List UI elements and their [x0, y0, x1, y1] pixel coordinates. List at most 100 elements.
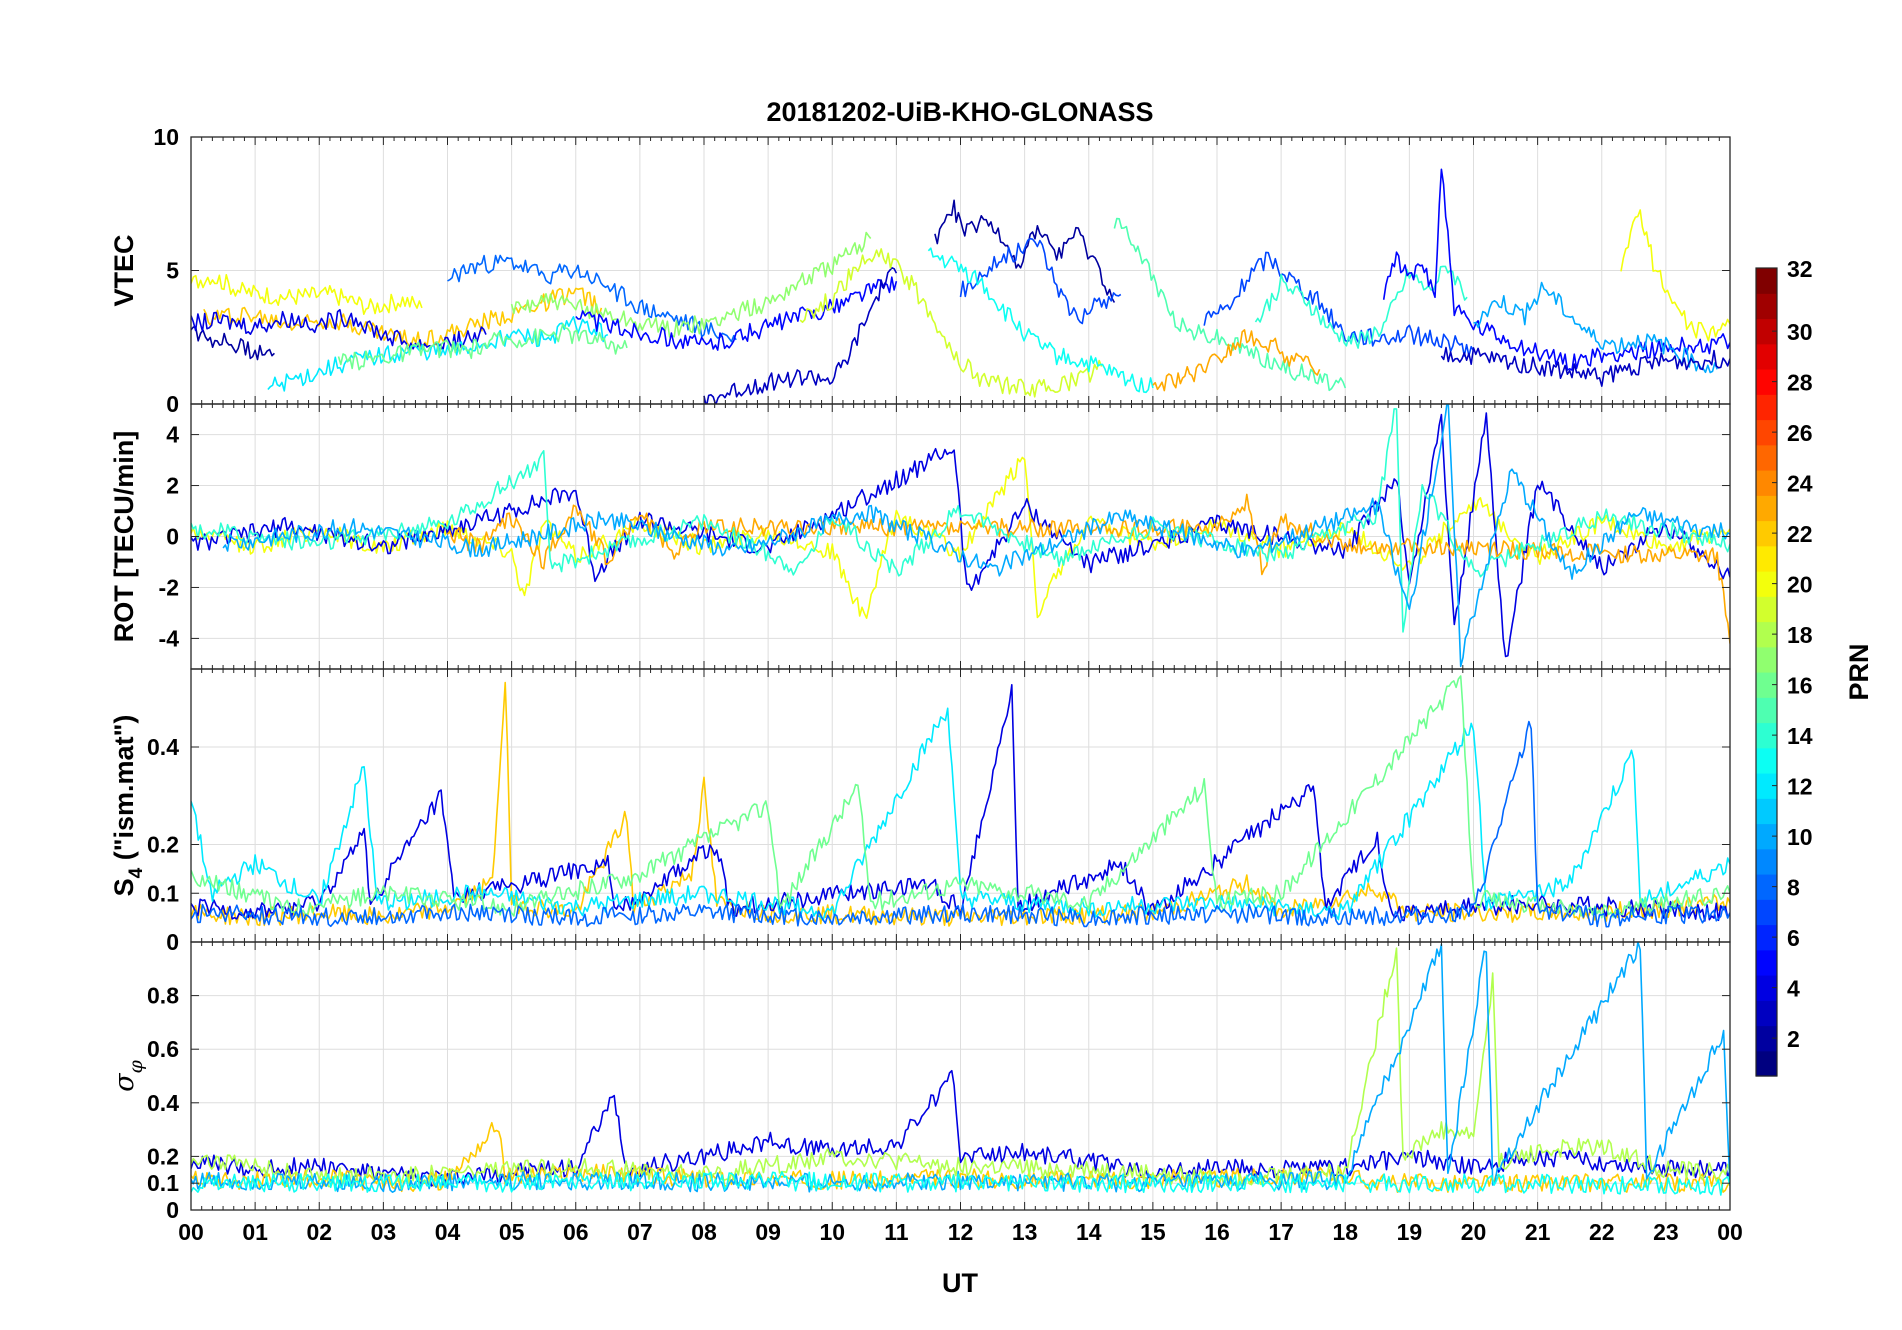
panel-vtec-ticks — [190, 136, 1731, 405]
y-tick-label: 0.1 — [147, 1170, 179, 1196]
panel-s4-ticks — [190, 669, 1731, 943]
series-line-prn-4 — [191, 1069, 1730, 1187]
colorbar-step — [1756, 899, 1777, 926]
series-line-prn-14 — [191, 408, 1730, 633]
x-tick-label: 13 — [1012, 1219, 1038, 1245]
y-tick-label: 0.2 — [147, 1143, 179, 1169]
colorbar-tick-label: 16 — [1787, 673, 1813, 699]
colorbar-tick-label: 14 — [1787, 723, 1813, 749]
x-tick-label: 09 — [755, 1219, 781, 1245]
colorbar-step — [1756, 697, 1777, 724]
colorbar-step — [1756, 747, 1777, 774]
colorbar-tick-label: 8 — [1787, 875, 1800, 901]
series-line-prn-3 — [1440, 346, 1730, 387]
colorbar-tick-label: 6 — [1787, 925, 1800, 951]
x-tick-labels: 00 01 02 03 04 05 06 07 08 09 10 11 12 13 14 15 16 17 18 19… — [178, 1219, 1743, 1245]
x-tick-label: 00 — [178, 1219, 204, 1245]
x-axis-label: UT — [942, 1268, 978, 1298]
x-tick-label: 12 — [948, 1219, 974, 1245]
x-tick-label: 04 — [435, 1219, 461, 1245]
y-tick-label: 4 — [166, 422, 179, 448]
colorbar-tick-label: 24 — [1787, 471, 1813, 497]
y-axis-label-s4: S4 ("ism.mat") — [109, 715, 147, 897]
chart-title: 20181202-UiB-KHO-GLONASS — [766, 97, 1153, 127]
y-tick-label: 0 — [166, 391, 179, 417]
colorbar-label: PRN — [1844, 643, 1874, 700]
colorbar-tick-label: 12 — [1787, 774, 1813, 800]
colorbar-step — [1756, 949, 1777, 976]
colorbar-frame — [1755, 267, 1778, 1077]
series-line-prn-5 — [575, 276, 898, 351]
series-line-prn-10 — [1473, 281, 1718, 374]
x-tick-label: 01 — [242, 1219, 268, 1245]
colorbar-step — [1756, 318, 1777, 345]
x-tick-label: 03 — [371, 1219, 397, 1245]
panel-s4-series — [191, 675, 1730, 928]
series-line-prn-2 — [191, 326, 275, 361]
y-axis-label-rot: ROT [TECU/min] — [109, 431, 139, 642]
colorbar-step — [1756, 495, 1777, 522]
series-line-prn-17 — [510, 231, 872, 338]
series-line-prn-18 — [191, 947, 1730, 1188]
series-line-prn-3 — [703, 266, 898, 404]
colorbar-step — [1756, 874, 1777, 900]
colorbar-step — [1756, 596, 1777, 623]
colorbar-step — [1756, 924, 1777, 951]
series-line-prn-15 — [1113, 217, 1347, 392]
colorbar-tick-label: 20 — [1787, 572, 1813, 598]
y-tick-label: 0 — [166, 1197, 179, 1223]
colorbar-tick-label: 4 — [1787, 976, 1800, 1002]
colorbar-step — [1756, 545, 1777, 572]
y-tick-label: 0 — [166, 929, 179, 955]
x-tick-label: 05 — [499, 1219, 525, 1245]
x-tick-label: 10 — [819, 1219, 845, 1245]
panel-vtec-series — [191, 168, 1730, 404]
series-line-prn-20 — [191, 273, 423, 316]
colorbar-step — [1756, 394, 1777, 421]
x-tick-label: 15 — [1140, 1219, 1166, 1245]
x-tick-label: 17 — [1268, 1219, 1294, 1245]
x-tick-label: 07 — [627, 1219, 653, 1245]
x-tick-label: 11 — [884, 1219, 909, 1245]
colorbar-step — [1756, 975, 1777, 1001]
y-tick-label: 2 — [166, 473, 179, 499]
x-tick-label: 20 — [1461, 1219, 1487, 1245]
y-tick-label: 0.8 — [147, 983, 179, 1009]
colorbar-tick-label: 2 — [1787, 1026, 1800, 1052]
panel-rot-series — [191, 404, 1730, 668]
colorbar-step — [1756, 1000, 1777, 1027]
y-axis-label-sigphi: σφ — [109, 1059, 147, 1091]
panel-vtec: 0 5 10 VTEC — [109, 124, 1731, 417]
series-line-prn-8 — [191, 720, 1730, 928]
panel-sigphi: 00.10.2 0.4 0.6 0.8 σφ — [109, 941, 1731, 1223]
colorbar-step — [1756, 571, 1777, 597]
x-tick-label: 00 — [1717, 1219, 1743, 1245]
y-tick-label: 0.2 — [147, 832, 179, 858]
colorbar-step — [1756, 672, 1777, 698]
panel-sigphi-series — [191, 942, 1730, 1196]
colorbar-tick-label: 28 — [1787, 370, 1813, 396]
series-line-prn-14 — [1254, 265, 1468, 349]
colorbar-step — [1756, 268, 1777, 294]
y-tick-label: 5 — [166, 258, 179, 284]
x-tick-label: 21 — [1525, 1219, 1551, 1245]
series-line-prn-7 — [1203, 251, 1475, 357]
colorbar-step — [1756, 722, 1777, 749]
colorbar-step — [1756, 1025, 1777, 1052]
y-tick-label: 0.6 — [147, 1036, 179, 1062]
series-line-prn-12 — [267, 315, 609, 392]
panel-sigphi-ticks — [190, 942, 1731, 1211]
colorbar-tick-label: 26 — [1787, 420, 1813, 446]
series-line-prn-12 — [191, 707, 1730, 922]
panel-rot-ticks — [190, 404, 1731, 669]
y-tick-label: 0.4 — [147, 734, 179, 760]
colorbar-step — [1756, 798, 1777, 825]
colorbar-step — [1756, 369, 1777, 395]
x-tick-label: 23 — [1653, 1219, 1679, 1245]
y-tick-label: 0 — [166, 524, 179, 550]
series-line-prn-10 — [222, 404, 1730, 668]
series-line-prn-16 — [337, 323, 628, 371]
x-tick-label: 06 — [563, 1219, 589, 1245]
y-tick-label: -2 — [159, 574, 179, 600]
